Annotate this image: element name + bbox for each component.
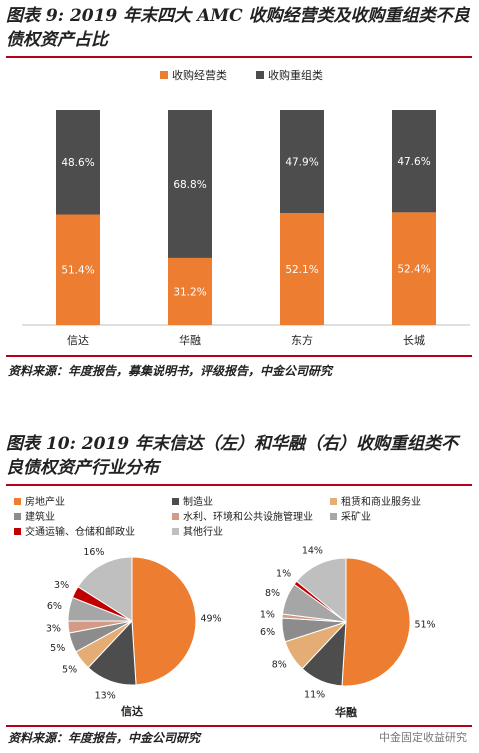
- pie-legend-swatch-4: [172, 513, 179, 520]
- pie-label-华融-7: 14%: [302, 546, 323, 557]
- pie-label-信达-5: 6%: [47, 601, 62, 612]
- pie-legend-label-7: 其他行业: [183, 525, 223, 538]
- pie-legend-label-1: 制造业: [183, 495, 213, 508]
- pie-label-华融-3: 6%: [260, 627, 275, 638]
- bar-华融-1: [168, 110, 212, 258]
- pie-legend-label-3: 建筑业: [25, 510, 55, 523]
- pie-label-信达-7: 16%: [83, 547, 104, 558]
- bar-长城-0: [392, 212, 436, 325]
- pie-slice-华融-0: [341, 557, 411, 687]
- pie-legend-swatch-2: [330, 498, 337, 505]
- legend-swatch-1: [256, 71, 264, 79]
- pie-legend-swatch-5: [330, 513, 337, 520]
- legend-label-1: 收购重组类: [268, 68, 323, 82]
- bar-东方-1: [280, 110, 324, 213]
- pie-label-信达-6: 3%: [54, 580, 69, 591]
- pie-legend-swatch-0: [14, 498, 21, 505]
- pie-legend-swatch-6: [14, 528, 21, 535]
- figure-9-source: 资料来源：年度报告，募集说明书，评级报告，中金公司研究: [8, 364, 333, 378]
- pie-name-华融: 华融: [335, 705, 357, 719]
- bar-信达-0: [56, 214, 100, 325]
- pie-label-信达-1: 13%: [95, 690, 116, 701]
- pie-legend-swatch-3: [14, 513, 21, 520]
- data-label-信达-1: 48.6%: [61, 157, 94, 169]
- pie-label-信达-3: 5%: [50, 643, 65, 654]
- pie-label-华融-1: 11%: [304, 690, 325, 701]
- pie-label-信达-4: 3%: [46, 623, 61, 634]
- data-label-东方-0: 52.1%: [285, 264, 318, 276]
- pie-label-华融-4: 1%: [260, 610, 275, 621]
- pie-label-华融-2: 8%: [272, 659, 287, 670]
- x-tick-长城: 长城: [403, 334, 425, 347]
- data-label-华融-1: 68.8%: [173, 179, 206, 191]
- figure-10-title: 图表 10: 2019 年末信达（左）和华融（右）收购重组类不良债权资产行业分布: [6, 434, 459, 478]
- figure-9-bottom-rule: [6, 355, 472, 357]
- data-label-华融-0: 31.2%: [173, 286, 206, 298]
- figure-10-source: 资料来源：年度报告，中金公司研究: [8, 731, 201, 745]
- data-label-东方-1: 47.9%: [285, 156, 318, 168]
- pie-label-华融-6: 1%: [276, 569, 291, 580]
- x-tick-信达: 信达: [67, 334, 89, 347]
- pie-label-华融-5: 8%: [265, 588, 280, 599]
- figure-10-rule: [6, 484, 472, 486]
- pie-legend-label-6: 交通运输、仓储和邮政业: [25, 525, 135, 538]
- figure-10-bottom-rule: [6, 725, 472, 727]
- stacked-bar-chart: 收购经营类 收购重组类 51.4% 48.6% 信达 31.2% 68.8% 华融 52.1% 4…: [22, 68, 470, 347]
- x-tick-东方: 东方: [291, 333, 313, 347]
- bar-信达-1: [56, 110, 100, 215]
- pie-legend-label-0: 房地产业: [25, 495, 65, 508]
- pie-label-信达-0: 49%: [200, 614, 221, 625]
- pie-slice-信达-0: [131, 556, 197, 686]
- pie-legend-label-2: 租赁和商业服务业: [341, 495, 421, 508]
- pie-slice-华融-7: [295, 557, 347, 624]
- data-label-长城-0: 52.4%: [397, 264, 430, 276]
- pie-label-华融-0: 51%: [414, 620, 435, 631]
- bar-东方-0: [280, 212, 324, 325]
- pie-legend-swatch-7: [172, 528, 179, 535]
- figure-9-title: 图表 9: 2019 年末四大 AMC 收购经营类及收购重组类不良债权资产占比: [6, 6, 470, 50]
- pie-name-信达: 信达: [121, 704, 143, 718]
- x-tick-华融: 华融: [179, 333, 201, 347]
- pie-legend-label-5: 采矿业: [341, 510, 371, 523]
- figure-9-rule: [6, 56, 472, 58]
- legend-swatch-0: [160, 71, 168, 79]
- pie-legend-label-4: 水利、环境和公共设施管理业: [183, 510, 313, 523]
- legend-label-0: 收购经营类: [172, 68, 227, 82]
- watermark: 中金固定收益研究: [379, 731, 467, 744]
- bar-长城-1: [392, 110, 436, 213]
- pie-legend-swatch-1: [172, 498, 179, 505]
- pie-label-信达-2: 5%: [62, 664, 77, 675]
- data-label-信达-0: 51.4%: [61, 265, 94, 277]
- bar-华融-0: [168, 257, 212, 325]
- pie-slice-信达-7: [77, 556, 133, 622]
- data-label-长城-1: 47.6%: [397, 156, 430, 168]
